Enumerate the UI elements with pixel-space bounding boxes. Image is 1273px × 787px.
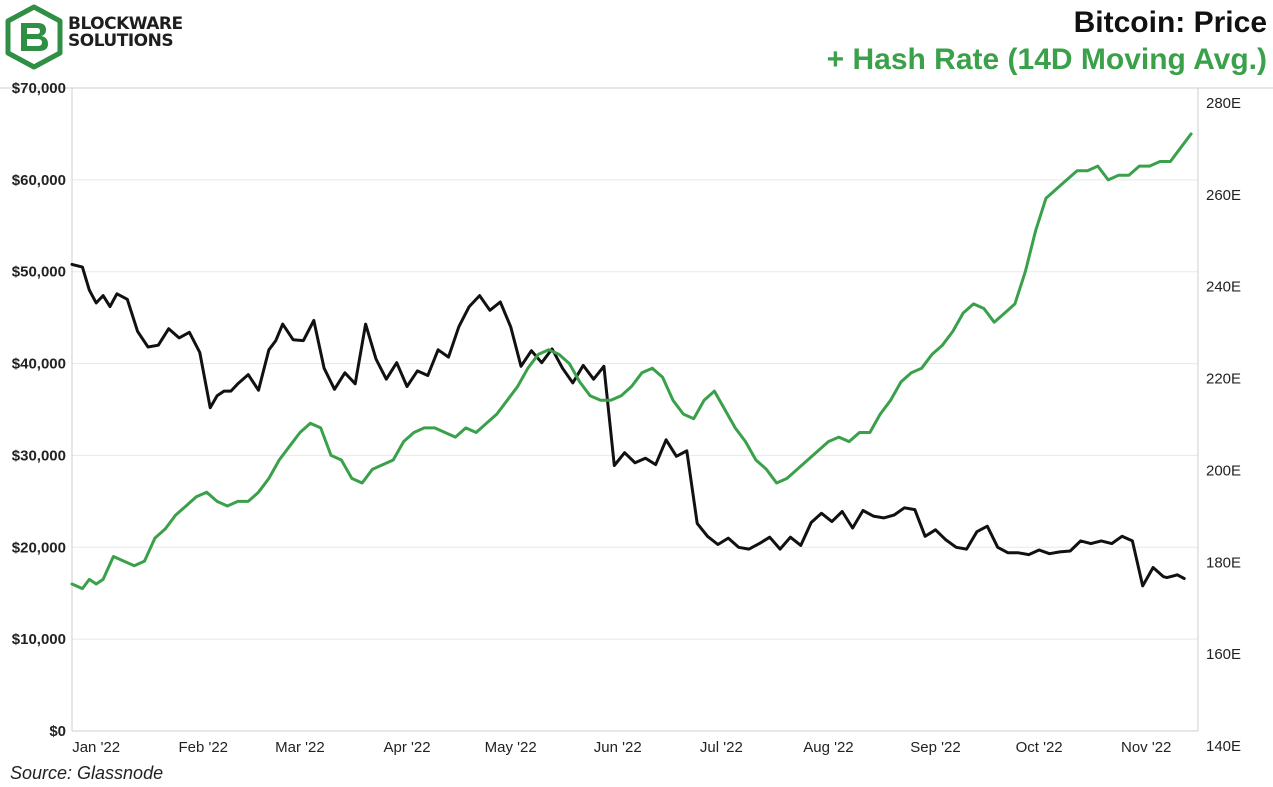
logo-hexagon: [5, 4, 63, 70]
price-line: [70, 262, 1186, 588]
y-right-tick-label: 260E: [1206, 187, 1241, 204]
y-left-tick-label: $50,000: [12, 264, 66, 281]
x-tick-label: Mar '22: [275, 739, 325, 756]
series-lines: [70, 132, 1193, 591]
tick-labels: $0 140E $10,000 160E $20,000 180E $30,000 200E $…: [12, 80, 1241, 756]
brand-line-2: SOLUTIONS: [68, 31, 174, 51]
blockware-logo: [5, 4, 63, 70]
y-left-tick-label: $70,000: [12, 80, 66, 97]
x-tick-label: Jan '22: [72, 739, 120, 756]
x-tick-label: May '22: [485, 739, 537, 756]
y-right-tick-label: 200E: [1206, 462, 1241, 479]
axes: [0, 87, 1273, 732]
x-tick-label: Jun '22: [594, 739, 642, 756]
y-right-tick-label: 180E: [1206, 554, 1241, 571]
brand-name: BLOCKWARE SOLUTIONS: [68, 16, 183, 50]
x-tick-label: Sep '22: [910, 739, 960, 756]
y-right-tick-label: 220E: [1206, 371, 1241, 388]
logo-b-s-mark: [21, 23, 48, 51]
y-left-tick-label: $60,000: [12, 172, 66, 189]
y-left-tick-label: $10,000: [12, 631, 66, 648]
chart-subtitle: + Hash Rate (14D Moving Avg.): [826, 43, 1267, 76]
x-tick-label: Feb '22: [178, 739, 228, 756]
hash-rate-line: [70, 132, 1193, 591]
chart-title: Bitcoin: Price: [1073, 6, 1267, 39]
gridlines: [72, 87, 1198, 640]
y-right-tick-label: 140E: [1206, 738, 1241, 755]
y-left-tick-label: $20,000: [12, 539, 66, 556]
y-left-tick-label: $30,000: [12, 447, 66, 464]
x-tick-label: Oct '22: [1016, 739, 1063, 756]
x-tick-label: Aug '22: [803, 739, 853, 756]
x-tick-label: Jul '22: [700, 739, 743, 756]
brand-line-1: BLOCKWARE: [68, 14, 183, 34]
y-left-tick-label: $0: [49, 723, 66, 740]
x-tick-label: Apr '22: [384, 739, 431, 756]
y-right-tick-label: 240E: [1206, 279, 1241, 296]
y-left-tick-label: $40,000: [12, 356, 66, 373]
y-right-tick-label: 280E: [1206, 95, 1241, 112]
x-tick-label: Nov '22: [1121, 739, 1171, 756]
source-note: Source: Glassnode: [10, 763, 164, 783]
y-right-tick-label: 160E: [1206, 646, 1241, 663]
